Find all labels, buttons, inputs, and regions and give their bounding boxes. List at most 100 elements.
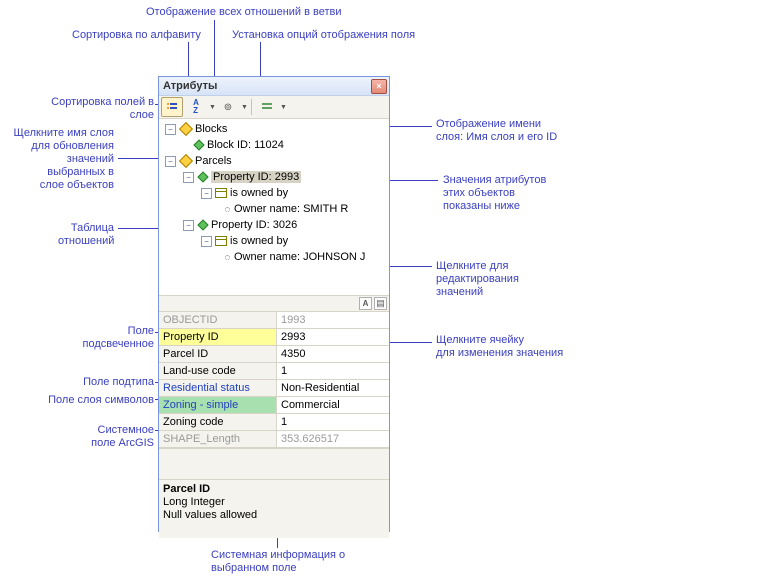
field-value[interactable]: 4350 xyxy=(277,346,389,363)
field-value[interactable]: Non-Residential xyxy=(277,380,389,397)
annot-reltbl-1: Таблица xyxy=(58,222,114,235)
collapse-icon[interactable]: − xyxy=(165,156,176,167)
info-type: Long Integer xyxy=(163,496,385,509)
layer-icon xyxy=(179,122,193,136)
grid-row-propertyid[interactable]: Property ID 2993 xyxy=(159,329,389,346)
annot-click-layer-1: Щелкните имя слоя xyxy=(8,127,114,140)
record-label: Owner name: SMITH R xyxy=(234,203,348,215)
tree-owner-smith[interactable]: Owner name: SMITH R xyxy=(161,201,389,217)
field-name: Parcel ID xyxy=(159,346,277,363)
feature-label: Property ID: 2993 xyxy=(211,171,301,183)
feature-icon xyxy=(197,171,208,182)
info-title: Parcel ID xyxy=(163,483,385,496)
record-icon xyxy=(225,255,230,260)
tree-owned-1[interactable]: − is owned by xyxy=(161,185,389,201)
annot-hl-1: Поле xyxy=(80,325,154,338)
close-icon[interactable]: × xyxy=(371,79,387,94)
annot-subtype: Поле подтипа xyxy=(52,376,154,389)
field-name: Zoning code xyxy=(159,414,277,431)
field-name: OBJECTID xyxy=(159,312,277,329)
annot-click-layer-4: выбранных в xyxy=(8,166,114,179)
grid-row-parcelid[interactable]: Parcel ID 4350 xyxy=(159,346,389,363)
property-toolbar: A ▤ xyxy=(159,296,389,312)
collapse-icon[interactable]: − xyxy=(183,172,194,183)
options-button[interactable] xyxy=(256,97,278,117)
relation-label: is owned by xyxy=(230,235,288,247)
field-value[interactable]: 1993 xyxy=(277,312,389,329)
sort-fields-button[interactable] xyxy=(161,97,183,117)
grid-row-landuse[interactable]: Land-use code 1 xyxy=(159,363,389,380)
title-text: Атрибуты xyxy=(163,80,217,92)
annot-sort-fields-1: Сортировка полей в слое xyxy=(44,96,154,122)
annot-clickedit-3: значений xyxy=(436,286,483,299)
annot-clickcell-1: Щелкните ячейку xyxy=(436,334,524,347)
grid-row-zoningcode[interactable]: Zoning code 1 xyxy=(159,414,389,431)
field-name: SHAPE_Length xyxy=(159,431,277,448)
tree-prop-3026[interactable]: − Property ID: 3026 xyxy=(161,217,389,233)
sort-az-icon: AZ xyxy=(193,99,199,115)
annot-sysf-2: поле ArcGIS xyxy=(66,437,154,450)
layer-icon xyxy=(179,154,193,168)
feature-icon xyxy=(193,139,204,150)
field-value[interactable]: 353.626517 xyxy=(277,431,389,448)
field-value[interactable]: 2993 xyxy=(277,329,389,346)
tree-blockid[interactable]: Block ID: 11024 xyxy=(161,137,389,153)
annot-attrval-1: Значения атрибутов xyxy=(443,174,546,187)
annot-clickedit-2: редактирования xyxy=(436,273,519,286)
field-name: Zoning - simple xyxy=(159,397,277,414)
collapse-icon[interactable]: − xyxy=(165,124,176,135)
sort-alpha-button[interactable]: AZ xyxy=(185,97,207,117)
property-grid: OBJECTID 1993 Property ID 2993 Parcel ID… xyxy=(159,312,389,479)
annot-click-layer-3: значений xyxy=(8,153,114,166)
record-label: Owner name: JOHNSON J xyxy=(234,251,365,263)
field-name: Land-use code xyxy=(159,363,277,380)
dropdown-1-icon[interactable]: ▼ xyxy=(209,104,215,111)
grid-row-shapelen[interactable]: SHAPE_Length 353.626517 xyxy=(159,431,389,448)
field-name: Residential status xyxy=(159,380,277,397)
grid-row-residential[interactable]: Residential status Non-Residential xyxy=(159,380,389,397)
collapse-icon[interactable]: − xyxy=(201,236,212,247)
grid-row-zoning[interactable]: Zoning - simple Commercial xyxy=(159,397,389,414)
alpha-view-icon[interactable]: A xyxy=(359,297,372,310)
annot-sysf-1: Системное xyxy=(66,424,154,437)
annot-sysinfo-1: Системная информация о xyxy=(211,549,345,562)
titlebar[interactable]: Атрибуты × xyxy=(159,77,389,96)
relation-table-icon xyxy=(215,188,227,198)
field-value[interactable]: Commercial xyxy=(277,397,389,414)
grid-empty xyxy=(159,448,389,479)
tree-owned-2[interactable]: − is owned by xyxy=(161,233,389,249)
annot-reltbl-2: отношений xyxy=(58,235,114,248)
category-view-icon[interactable]: ▤ xyxy=(374,297,387,310)
annot-attrval-2: этих объектов xyxy=(443,187,515,200)
toolbar-separator xyxy=(251,99,252,115)
show-relations-button[interactable]: ⊚ xyxy=(217,97,239,117)
feature-label: Property ID: 3026 xyxy=(211,219,297,231)
annot-clickedit-1: Щелкните для xyxy=(436,260,508,273)
annot-symbol: Поле слоя символов xyxy=(34,394,154,407)
dropdown-2-icon[interactable]: ▼ xyxy=(241,104,247,111)
annot-displayer-1: Отображение имени xyxy=(436,118,541,131)
field-value[interactable]: 1 xyxy=(277,363,389,380)
tree-prop-2993[interactable]: − Property ID: 2993 xyxy=(161,169,389,185)
field-info-panel: Parcel ID Long Integer Null values allow… xyxy=(159,479,389,538)
toolbar: AZ ▼ ⊚ ▼ ▼ xyxy=(159,96,389,119)
field-name: Property ID xyxy=(159,329,277,346)
annot-clickcell-2: для изменения значения xyxy=(436,347,563,360)
annot-displayer-2: слоя: Имя слоя и его ID xyxy=(436,131,557,144)
annot-hl-2: подсвеченное xyxy=(80,338,154,351)
grid-row-objectid[interactable]: OBJECTID 1993 xyxy=(159,312,389,329)
annot-show-all-rel: Отображение всех отношений в ветви xyxy=(146,6,342,19)
tree-layer-parcels[interactable]: − Parcels xyxy=(161,153,389,169)
collapse-icon[interactable]: − xyxy=(201,188,212,199)
attributes-window: Атрибуты × AZ ▼ ⊚ ▼ ▼ − Blocks Block I xyxy=(158,76,390,532)
options-icon xyxy=(262,102,272,112)
field-value[interactable]: 1 xyxy=(277,414,389,431)
dropdown-3-icon[interactable]: ▼ xyxy=(280,104,286,111)
tree-owner-johnson[interactable]: Owner name: JOHNSON J xyxy=(161,249,389,265)
annot-sort-alpha: Сортировка по алфавиту xyxy=(72,29,201,42)
collapse-icon[interactable]: − xyxy=(183,220,194,231)
tree-layer-blocks[interactable]: − Blocks xyxy=(161,121,389,137)
feature-label: Block ID: 11024 xyxy=(207,139,284,151)
link-icon: ⊚ xyxy=(224,102,232,113)
tree-view[interactable]: − Blocks Block ID: 11024 − Parcels − Pro… xyxy=(159,119,389,296)
